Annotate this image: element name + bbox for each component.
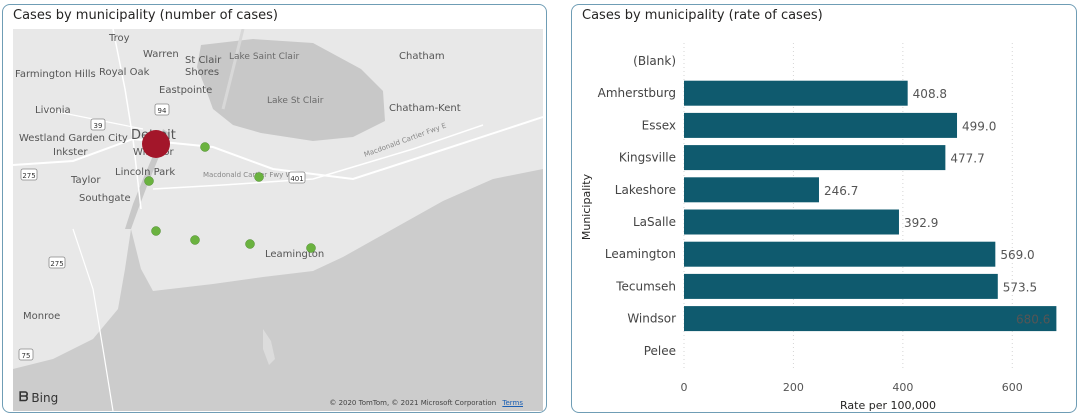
windsor-case-marker — [142, 130, 170, 158]
leamington-case-marker — [306, 243, 316, 253]
lake-st-clair-shape — [197, 39, 385, 141]
terms-link[interactable]: Terms — [502, 399, 523, 407]
label-lake-st-clair: Lake St Clair — [267, 96, 324, 106]
label-monroe: Monroe — [23, 311, 60, 322]
category-label: Tecumseh — [615, 279, 676, 293]
svg-text:275: 275 — [22, 172, 35, 180]
label-chatham-kent: Chatham-Kent — [389, 103, 461, 114]
x-tick-label: 200 — [783, 381, 804, 394]
data-label: 408.8 — [913, 87, 947, 101]
road-shield-275-south-icon: 275 — [48, 256, 66, 269]
map-visual[interactable]: Cases by municipality (number of cases) … — [2, 4, 547, 413]
label-westland-garden-city: Westland Garden City — [19, 133, 128, 144]
data-label: 477.7 — [950, 152, 984, 166]
x-axis-title: Rate per 100,000 — [840, 399, 936, 412]
label-royal-oak: Royal Oak — [99, 67, 150, 78]
svg-text:94: 94 — [158, 107, 167, 115]
road-shield-75-icon: 75 — [18, 348, 34, 361]
label-inkster: Inkster — [53, 147, 88, 158]
category-label: Leamington — [605, 247, 676, 261]
essex-case-marker — [190, 235, 200, 245]
data-label: 246.7 — [824, 184, 858, 198]
kingsville-case-marker — [245, 239, 255, 249]
lake-erie-shape — [13, 169, 543, 411]
label-farmington-hills: Farmington Hills — [15, 69, 96, 80]
bar[interactable] — [684, 177, 819, 203]
bing-logo-icon: ᗷ — [19, 390, 29, 405]
bar[interactable] — [684, 112, 958, 138]
category-label: LaSalle — [633, 215, 676, 229]
label-chatham: Chatham — [399, 51, 445, 62]
bar-chart-svg: 0 200 400 600 (Blank) Amherstburg 408.8 Essex 49… — [580, 43, 1057, 412]
svg-text:401: 401 — [290, 175, 303, 183]
label-taylor: Taylor — [70, 175, 101, 186]
x-tick-label: 600 — [1002, 381, 1023, 394]
map-base-layer: Troy Warren St Clair Shores Lake Saint C… — [13, 29, 543, 411]
label-macdonald-cartier-fwy: Macdonald Cartier Fwy W — [203, 171, 293, 179]
bar[interactable] — [684, 145, 946, 171]
map-canvas[interactable]: Troy Warren St Clair Shores Lake Saint C… — [13, 29, 543, 411]
amherstburg-case-marker — [151, 226, 161, 236]
data-label: 392.9 — [904, 216, 938, 230]
svg-text:75: 75 — [22, 352, 31, 360]
bar[interactable] — [684, 80, 908, 106]
label-leamington: Leamington — [265, 249, 324, 260]
category-label: (Blank) — [633, 54, 676, 68]
label-shores: Shores — [185, 67, 219, 78]
x-tick-label: 400 — [892, 381, 913, 394]
category-label: Pelee — [644, 344, 676, 358]
copyright-text: © 2020 TomTom, © 2021 Microsoft Corporat… — [329, 399, 497, 407]
data-label: 573.5 — [1003, 280, 1037, 294]
road-shield-275-icon: 275 — [20, 168, 38, 181]
road-shield-39-icon: 39 — [90, 118, 106, 131]
bar[interactable] — [684, 306, 1057, 332]
category-label: Essex — [642, 118, 676, 132]
data-label: 680.6 — [1016, 313, 1050, 327]
label-southgate: Southgate — [79, 193, 131, 204]
road-shield-94-icon: 94 — [154, 103, 170, 116]
label-warren: Warren — [143, 49, 179, 60]
svg-text:39: 39 — [94, 122, 103, 130]
label-livonia: Livonia — [35, 105, 71, 116]
category-label: Amherstburg — [598, 86, 676, 100]
category-label: Windsor — [627, 312, 676, 326]
bar[interactable] — [684, 209, 899, 235]
map-title: Cases by municipality (number of cases) — [13, 8, 279, 23]
label-eastpointe: Eastpointe — [159, 85, 212, 96]
tecumseh-case-marker — [200, 142, 210, 152]
bing-label: Bing — [31, 390, 59, 405]
label-troy: Troy — [108, 33, 130, 44]
road-shield-401-icon: 401 — [288, 171, 306, 184]
map-copyright: © 2020 TomTom, © 2021 Microsoft Corporat… — [329, 399, 523, 407]
bar-chart-visual[interactable]: Cases by municipality (rate of cases) 0 2… — [571, 4, 1077, 413]
label-lincoln-park: Lincoln Park — [115, 167, 175, 178]
bar[interactable] — [684, 273, 998, 299]
data-label: 569.0 — [1000, 248, 1034, 262]
bar[interactable] — [684, 241, 996, 267]
label-lake-saint-clair: Lake Saint Clair — [229, 52, 299, 62]
x-tick-label: 0 — [681, 381, 688, 394]
bar-chart-title: Cases by municipality (rate of cases) — [582, 8, 823, 23]
lasalle-case-marker — [144, 176, 154, 186]
data-label: 499.0 — [962, 119, 996, 133]
svg-text:275: 275 — [50, 260, 63, 268]
category-label: Kingsville — [619, 151, 676, 165]
lakeshore-case-marker — [254, 172, 264, 182]
y-axis-title: Municipality — [580, 173, 593, 240]
label-st-clair: St Clair — [185, 55, 222, 66]
category-label: Lakeshore — [615, 183, 676, 197]
bing-attribution: ᗷ Bing — [19, 390, 58, 405]
